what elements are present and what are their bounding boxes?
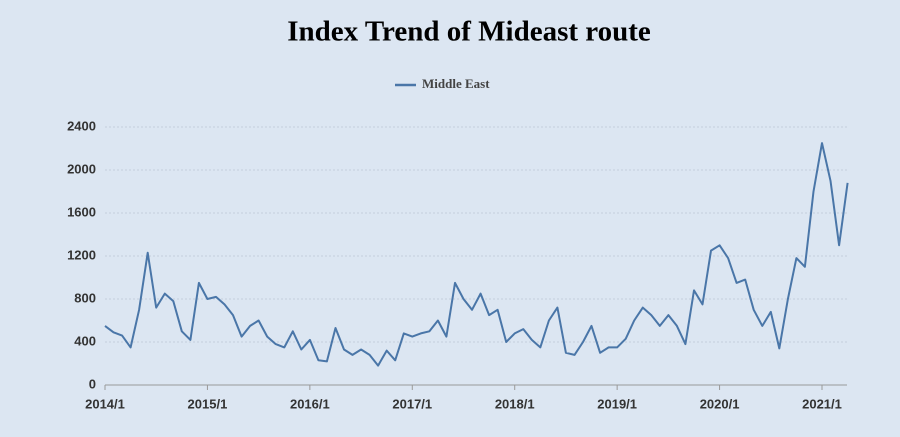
x-tick-label: 2015/1 <box>188 396 228 411</box>
x-tick-label: 2021/1 <box>802 396 842 411</box>
y-tick-label: 2000 <box>67 161 96 176</box>
x-tick-label: 2014/1 <box>85 396 125 411</box>
line-series <box>104 142 849 367</box>
y-tick-label: 800 <box>74 290 96 305</box>
x-tick-label: 2016/1 <box>290 396 330 411</box>
chart-title: Index Trend of Mideast route <box>287 16 651 48</box>
x-tick-label: 2018/1 <box>495 396 535 411</box>
y-tick-label: 0 <box>89 376 96 391</box>
y-tick-label: 400 <box>74 333 96 348</box>
legend-label: Middle East <box>422 76 490 91</box>
y-tick-label: 1200 <box>67 247 96 262</box>
x-tick-label: 2017/1 <box>392 396 432 411</box>
x-tick-label: 2020/1 <box>700 396 740 411</box>
y-tick-label: 1600 <box>67 204 96 219</box>
x-tick-label: 2019/1 <box>597 396 637 411</box>
y-tick-label: 2400 <box>67 118 96 133</box>
